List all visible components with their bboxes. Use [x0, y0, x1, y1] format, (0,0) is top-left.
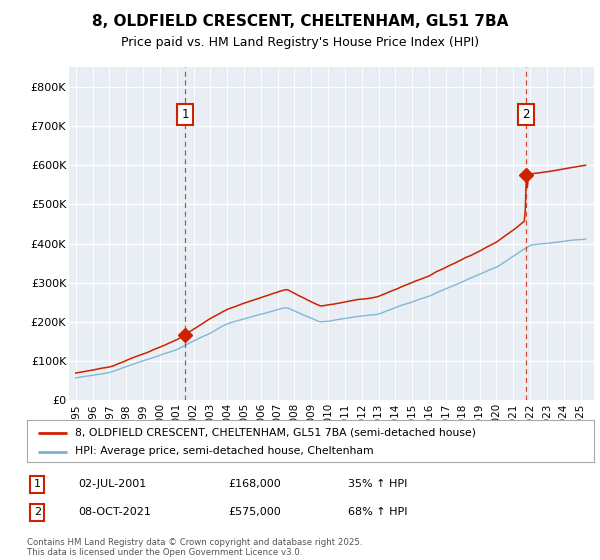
Text: 02-JUL-2001: 02-JUL-2001	[78, 479, 146, 489]
Text: 1: 1	[181, 108, 189, 121]
Text: £575,000: £575,000	[228, 507, 281, 517]
Text: Price paid vs. HM Land Registry's House Price Index (HPI): Price paid vs. HM Land Registry's House …	[121, 36, 479, 49]
Text: 1: 1	[34, 479, 41, 489]
Text: 8, OLDFIELD CRESCENT, CHELTENHAM, GL51 7BA (semi-detached house): 8, OLDFIELD CRESCENT, CHELTENHAM, GL51 7…	[75, 428, 476, 437]
Text: Contains HM Land Registry data © Crown copyright and database right 2025.
This d: Contains HM Land Registry data © Crown c…	[27, 538, 362, 557]
Text: 2: 2	[34, 507, 41, 517]
Text: £168,000: £168,000	[228, 479, 281, 489]
Text: 8, OLDFIELD CRESCENT, CHELTENHAM, GL51 7BA: 8, OLDFIELD CRESCENT, CHELTENHAM, GL51 7…	[92, 14, 508, 29]
Text: 68% ↑ HPI: 68% ↑ HPI	[348, 507, 407, 517]
Text: HPI: Average price, semi-detached house, Cheltenham: HPI: Average price, semi-detached house,…	[75, 446, 374, 456]
Text: 08-OCT-2021: 08-OCT-2021	[78, 507, 151, 517]
Text: 2: 2	[522, 108, 530, 121]
Text: 35% ↑ HPI: 35% ↑ HPI	[348, 479, 407, 489]
